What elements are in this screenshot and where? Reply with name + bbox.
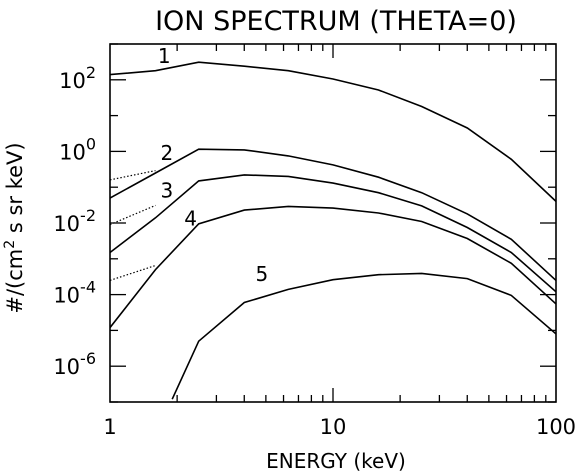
y-tick-label-exponent: 0 [86, 134, 96, 153]
series-label-3: 3 [161, 178, 174, 202]
series-dotted-4 [109, 264, 156, 281]
y-tick-label: 102 [59, 63, 96, 93]
y-tick-label-exponent: -6 [80, 349, 96, 368]
x-tick-label: 1 [103, 415, 116, 439]
series-line-4 [110, 205, 556, 329]
y-tick-label-base: 10 [53, 284, 80, 308]
series-label-2: 2 [161, 141, 174, 165]
y-tick-label-base: 10 [59, 69, 86, 93]
y-tick-label-base: 10 [53, 212, 80, 236]
y-axis-label: #/(cm2 s sr keV) [2, 142, 27, 313]
y-tick-label-exponent: -4 [80, 278, 96, 297]
y-tick-label: 100 [59, 134, 96, 164]
series-label-1: 1 [158, 44, 171, 68]
y-tick-label-base: 10 [53, 355, 80, 379]
plot-frame [109, 43, 557, 403]
x-tick-label: 100 [536, 415, 575, 439]
series-line-1 [110, 61, 556, 202]
y-axis-label-prefix: #/(cm [3, 249, 27, 314]
x-tick-label: 10 [320, 415, 347, 439]
y-axis-label-superscript: 2 [2, 240, 18, 249]
y-tick-label-exponent: 2 [86, 63, 96, 82]
series-line-3 [110, 174, 556, 293]
y-axis-label-suffix: s sr keV) [3, 142, 27, 239]
y-tick-label: 10-2 [53, 206, 96, 236]
y-tick-label-base: 10 [59, 140, 86, 164]
series-line-2 [110, 148, 556, 281]
series-dotted-2 [109, 170, 156, 181]
y-tick-label-exponent: -2 [80, 206, 96, 225]
series-dotted-3 [109, 204, 156, 226]
y-tick-label: 10-6 [53, 349, 96, 379]
series-label-5: 5 [256, 262, 269, 286]
series-line-5 [171, 272, 556, 400]
y-tick-label: 10-4 [53, 278, 96, 308]
series-label-4: 4 [184, 207, 197, 231]
chart-title: ION SPECTRUM (THETA=0) [155, 6, 517, 37]
x-axis-label: ENERGY (keV) [266, 449, 406, 472]
